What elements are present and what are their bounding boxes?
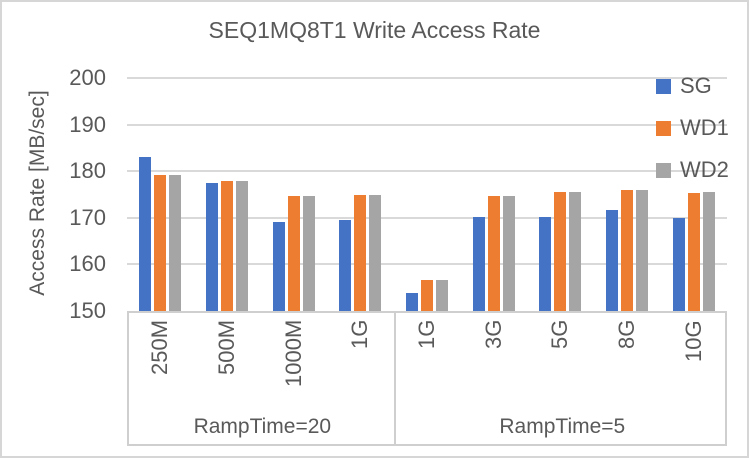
bar-wd1-1g-4 xyxy=(421,279,433,311)
legend-swatch-sg xyxy=(656,78,671,94)
bar-sg-1000m-2 xyxy=(272,222,285,311)
chart-title: SEQ1MQ8T1 Write Access Rate xyxy=(208,17,541,43)
bar-wd1-10g-8 xyxy=(687,192,700,311)
category-label-5g-6: 5G xyxy=(547,320,573,350)
bar-wd2-1g-3 xyxy=(369,194,382,311)
y-tick-label-150: 150 xyxy=(69,298,106,323)
bar-wd2-500m-1 xyxy=(236,181,248,311)
legend-item-sg: SG xyxy=(656,73,729,99)
category-label-8g-7: 8G xyxy=(614,320,639,350)
category-axis: 250M 500M 1000M 1G 1G 3G 5G 8G 10G RampTime=20 Ram… xyxy=(127,311,727,446)
y-tick-label-200: 200 xyxy=(69,65,106,90)
bar-wd1-3g-5 xyxy=(487,196,500,311)
bar-wd1-8g-7 xyxy=(621,190,633,311)
y-tick-label-180: 180 xyxy=(69,158,106,184)
legend-label-sg: SG xyxy=(680,73,712,98)
bar-sg-250m-0 xyxy=(139,157,152,311)
legend-swatch-wd1 xyxy=(656,120,671,136)
category-label-10g-8: 10G xyxy=(680,320,706,362)
gridline-190 xyxy=(127,123,727,126)
category-label-1g-3: 1G xyxy=(347,320,373,350)
bar-wd2-5g-6 xyxy=(569,192,582,311)
legend-item-wd2: WD2 xyxy=(656,157,729,183)
legend-label-wd2: WD2 xyxy=(680,157,729,182)
category-label-250m-0: 250M xyxy=(147,320,173,376)
legend-item-wd1: WD1 xyxy=(656,115,729,141)
category-label-1g-4: 1G xyxy=(414,320,439,350)
bar-sg-3g-5 xyxy=(472,216,485,311)
bar-sg-5g-6 xyxy=(539,216,552,311)
bar-wd2-1g-4 xyxy=(436,279,448,311)
category-label-500m-1: 500M xyxy=(214,320,239,376)
bar-wd2-1000m-2 xyxy=(302,196,315,311)
category-label-1000m-2: 1000M xyxy=(280,320,306,388)
y-tick-label-170: 170 xyxy=(69,204,106,230)
category-group-divider xyxy=(393,313,396,444)
bar-wd2-3g-5 xyxy=(502,196,515,311)
gridline-160 xyxy=(127,263,727,266)
plot-area xyxy=(127,77,727,311)
gridline-200 xyxy=(127,77,727,79)
bar-wd1-500m-1 xyxy=(221,181,233,311)
y-tick-label-190: 190 xyxy=(69,111,106,137)
bar-sg-10g-8 xyxy=(672,217,685,311)
bar-wd2-8g-7 xyxy=(636,190,648,311)
bar-wd2-10g-8 xyxy=(702,192,715,311)
bar-sg-500m-1 xyxy=(206,182,218,311)
gridline-170 xyxy=(127,216,727,219)
bar-wd1-1g-3 xyxy=(354,194,367,311)
bar-sg-1g-4 xyxy=(406,292,418,311)
gridline-180 xyxy=(127,170,727,173)
bar-wd1-5g-6 xyxy=(554,192,567,311)
category-label-3g-5: 3G xyxy=(480,320,506,350)
legend: SG WD1 WD2 xyxy=(656,73,729,183)
group-label-ramptime-20: RampTime=20 xyxy=(193,415,332,438)
bar-wd1-250m-0 xyxy=(154,175,167,311)
bar-wd2-250m-0 xyxy=(169,175,182,311)
bar-sg-1g-3 xyxy=(339,220,352,311)
legend-swatch-wd2 xyxy=(656,162,671,178)
y-tick-label-160: 160 xyxy=(69,251,106,277)
bar-sg-8g-7 xyxy=(606,210,618,311)
group-label-ramptime-5: RampTime=5 xyxy=(499,415,626,438)
bar-wd1-1000m-2 xyxy=(287,196,300,311)
legend-label-wd1: WD1 xyxy=(680,115,729,140)
